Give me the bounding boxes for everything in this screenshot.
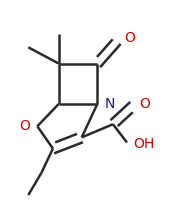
Text: O: O: [124, 31, 135, 45]
Text: N: N: [105, 97, 115, 111]
Text: O: O: [19, 119, 30, 133]
Text: OH: OH: [133, 137, 155, 151]
Text: O: O: [139, 97, 150, 111]
